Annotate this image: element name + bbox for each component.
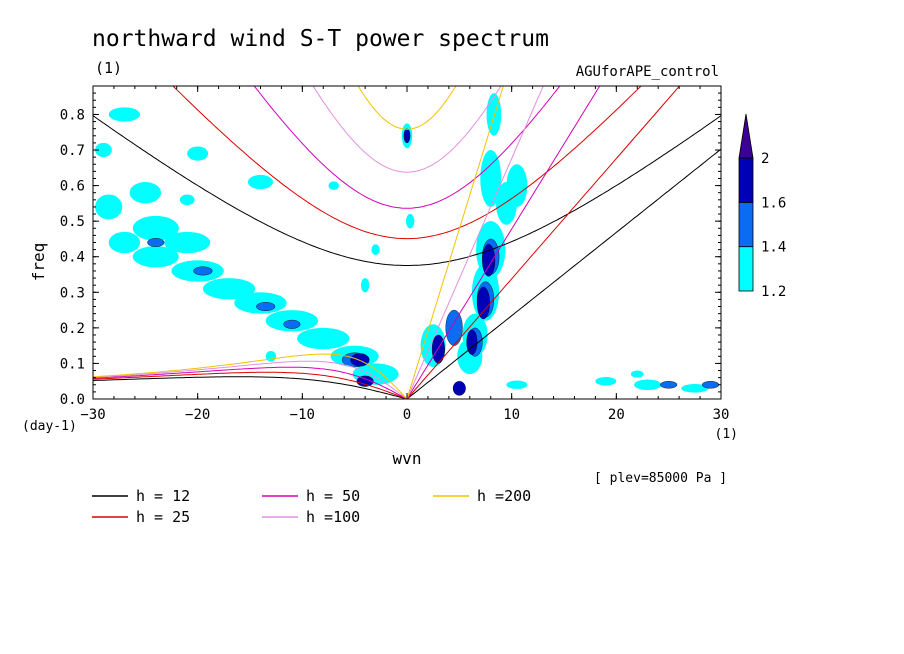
power-region-level-1.6 [452, 381, 466, 396]
rossby-curve-h25 [93, 371, 408, 399]
legend-label-h25: h = 25 [136, 508, 190, 526]
y-tick-label: 0.6 [60, 179, 85, 195]
power-region-level-1.2 [179, 194, 195, 206]
power-region-level-1.6 [482, 244, 496, 277]
x-tick-label: −30 [80, 407, 105, 423]
x-tick-label: −20 [185, 407, 210, 423]
power-region-level-1.2 [187, 146, 209, 161]
power-region-level-1.4 [283, 319, 301, 329]
power-contours [95, 93, 720, 396]
run-label: AGUforAPE_control [576, 64, 719, 80]
kelvin-line-h200 [406, 86, 504, 399]
chart-subtitle: (1) [95, 59, 122, 77]
gravity-curve-h200 [357, 86, 457, 130]
x-tick-label: 30 [713, 407, 730, 423]
legend-label-h100: h =100 [306, 508, 360, 526]
kelvin-line-h12 [406, 148, 721, 399]
colorbar-segment [738, 157, 754, 203]
power-region-level-1.2 [95, 142, 112, 158]
axis-ticks: −30 −20 −10 0 10 20 30 0.0 0.1 0.2 0.3 0.4 0.5 0.6 0.7… [60, 86, 730, 423]
power-region-level-1.2 [506, 380, 528, 390]
power-region-level-1.2 [132, 246, 179, 268]
gravity-curve-h50 [253, 86, 561, 209]
power-region-level-1.6 [403, 128, 411, 144]
gravity-curve-h12 [93, 115, 721, 266]
y-unit-label: (day-1) [22, 419, 77, 434]
power-region-level-1.2 [164, 231, 211, 254]
rossby-curve-h12 [93, 376, 408, 399]
power-region-level-1.2 [129, 182, 162, 204]
power-region-level-1.4 [660, 381, 678, 389]
power-region-level-1.2 [480, 150, 502, 207]
colorbar-extension [738, 113, 754, 159]
power-region-level-1.6 [356, 375, 374, 387]
rossby-curve-h100 [93, 360, 408, 399]
power-region-level-1.6 [476, 286, 490, 320]
power-region-level-1.2 [265, 350, 277, 362]
power-region-level-1.2 [630, 370, 644, 378]
legend-label-h50: h = 50 [306, 487, 360, 505]
rossby-curve-h200 [93, 353, 408, 399]
x-tick-label: 0 [403, 407, 411, 423]
legend: h = 12 h = 25 h = 50 h =100 h =200 [92, 487, 531, 526]
power-region-level-1.4 [256, 302, 276, 311]
y-tick-label: 0.5 [60, 214, 85, 230]
colorbar-segment [738, 201, 754, 248]
power-region-level-1.2 [595, 376, 617, 386]
y-tick-label: 0.7 [60, 143, 85, 159]
y-tick-label: 0.1 [60, 356, 85, 372]
rossby-curve-h50 [93, 366, 408, 399]
power-region-level-1.2 [202, 278, 256, 300]
level-note: [ plev=85000 Pa ] [594, 471, 727, 486]
colorbar-segment [738, 246, 754, 292]
power-region-level-1.2 [247, 174, 274, 190]
y-tick-label: 0.8 [60, 107, 85, 123]
kelvin-line-h100 [406, 86, 544, 399]
power-region-level-1.2 [634, 379, 662, 391]
y-tick-label: 0.4 [60, 250, 85, 266]
legend-label-h200: h =200 [477, 487, 531, 505]
colorbar-label: 1.6 [761, 195, 786, 211]
x-axis-label: wvn [393, 449, 422, 468]
power-region-level-1.2 [328, 181, 339, 190]
dispersion-curves [93, 86, 721, 399]
power-region-level-1.2 [681, 384, 709, 393]
power-region-level-1.2 [108, 231, 141, 254]
power-region-level-1.4 [147, 238, 165, 247]
legend-label-h12: h = 12 [136, 487, 190, 505]
chart-title: northward wind S-T power spectrum [92, 26, 549, 52]
colorbar-label: 2 [761, 151, 769, 167]
power-region-level-1.4 [445, 309, 463, 346]
power-region-level-1.2 [506, 164, 528, 207]
power-region-level-1.2 [405, 214, 415, 229]
x-unit-label: (1) [715, 427, 738, 442]
power-region-level-1.6 [466, 329, 478, 355]
y-tick-label: 0.0 [60, 392, 85, 408]
y-axis-label: freq [29, 243, 48, 282]
kelvin-line-h25 [406, 86, 681, 399]
x-tick-label: −10 [290, 407, 315, 423]
power-region-level-1.2 [360, 278, 370, 293]
x-tick-label: 20 [608, 407, 625, 423]
power-region-level-1.6 [431, 334, 445, 364]
power-region-level-1.2 [297, 327, 350, 350]
colorbar-label: 1.2 [761, 284, 786, 300]
power-region-level-1.4 [701, 381, 720, 389]
y-tick-label: 0.2 [60, 321, 85, 337]
colorbar: 1.2 1.4 1.6 2 [738, 113, 786, 300]
power-region-level-1.2 [132, 215, 179, 241]
gravity-curve-h25 [172, 86, 642, 240]
kelvin-line-h50 [406, 86, 601, 399]
power-region-level-1.2 [95, 194, 123, 220]
y-tick-label: 0.3 [60, 285, 85, 301]
x-tick-label: 10 [503, 407, 520, 423]
colorbar-label: 1.4 [761, 240, 786, 256]
gravity-curve-h100 [312, 86, 502, 173]
power-region-level-1.2 [108, 107, 141, 122]
power-region-level-1.4 [193, 266, 213, 276]
power-region-level-1.2 [371, 244, 380, 255]
